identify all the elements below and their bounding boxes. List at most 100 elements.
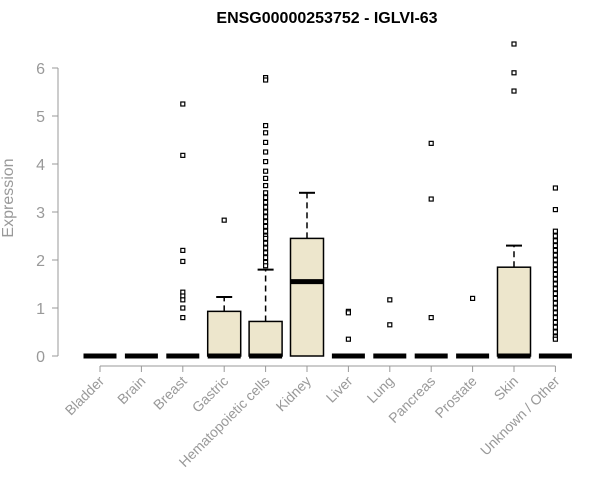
outlier-point xyxy=(552,310,559,316)
box-rect xyxy=(206,310,242,357)
outlier-point xyxy=(552,252,559,258)
y-tick-label: 4 xyxy=(36,157,45,174)
outlier-point xyxy=(552,228,559,234)
outlier-point xyxy=(263,175,269,181)
outlier-point xyxy=(470,295,476,301)
outlier-point xyxy=(552,336,559,342)
box-breast xyxy=(166,101,200,359)
outlier-point xyxy=(552,291,559,297)
outlier-point xyxy=(552,238,559,244)
outlier-point xyxy=(180,101,186,107)
x-tick-label: Prostate xyxy=(432,373,480,421)
outlier-point xyxy=(428,140,434,146)
x-tick-label: Unknown / Other xyxy=(477,373,563,459)
box-unknown-other xyxy=(538,185,572,359)
outlier-point xyxy=(180,305,186,311)
outlier-point xyxy=(263,199,269,205)
outlier-point xyxy=(552,233,559,239)
outlier-point xyxy=(263,204,269,210)
boxes-group xyxy=(83,41,572,359)
box-rect xyxy=(496,266,532,357)
box-pancreas xyxy=(414,140,448,359)
x-tick-label: Skin xyxy=(491,373,522,404)
outlier-point xyxy=(263,250,269,256)
outlier-point xyxy=(263,223,269,229)
y-axis-label: Expression xyxy=(0,158,17,237)
outlier-point xyxy=(552,305,559,311)
y-tick-label: 6 xyxy=(36,61,45,78)
outlier-point xyxy=(552,207,559,213)
outlier-point xyxy=(263,219,269,225)
outlier-point xyxy=(387,322,393,328)
outlier-point xyxy=(345,336,351,342)
outlier-point xyxy=(180,152,186,158)
outlier-point xyxy=(263,168,269,174)
outlier-point xyxy=(221,217,227,223)
outlier-point xyxy=(552,257,559,263)
outlier-point xyxy=(552,243,559,249)
outlier-point xyxy=(345,310,351,316)
chart-title: ENSG00000253752 - IGLVI-63 xyxy=(216,10,437,27)
outlier-point xyxy=(180,315,186,321)
outlier-point xyxy=(263,190,269,196)
outlier-point xyxy=(552,185,559,191)
y-tick-label: 1 xyxy=(36,301,45,318)
outlier-point xyxy=(263,263,269,269)
outlier-point xyxy=(180,297,186,303)
y-tick-label: 5 xyxy=(36,109,45,126)
box-skin xyxy=(496,41,532,359)
outlier-point xyxy=(263,240,269,246)
x-tick-label: Brain xyxy=(114,373,148,407)
outlier-point xyxy=(511,70,517,76)
outlier-point xyxy=(263,139,269,145)
outlier-point xyxy=(552,286,559,292)
outlier-point xyxy=(552,295,559,301)
outlier-point xyxy=(263,214,269,220)
box-gastric xyxy=(206,217,242,359)
x-tick-label: Kidney xyxy=(273,373,315,415)
box-lung xyxy=(373,297,407,359)
y-tick-label: 3 xyxy=(36,205,45,222)
outlier-point xyxy=(552,271,559,277)
x-tick-label: Liver xyxy=(323,373,356,406)
outlier-point xyxy=(552,315,559,321)
outlier-point xyxy=(263,149,269,155)
box-prostate xyxy=(456,295,490,359)
box-rect xyxy=(248,320,283,357)
box-hematopoietic-cells xyxy=(248,74,283,359)
x-tick-label: Bladder xyxy=(62,373,108,419)
outlier-point xyxy=(387,297,393,303)
y-tick-label: 2 xyxy=(36,253,45,270)
outlier-point xyxy=(263,235,269,241)
outlier-point xyxy=(552,300,559,306)
outlier-point xyxy=(552,329,559,335)
box-rect xyxy=(289,237,325,357)
outlier-point xyxy=(263,228,269,234)
outlier-point xyxy=(263,255,269,261)
outlier-point xyxy=(263,183,269,189)
outlier-point xyxy=(552,319,559,325)
outlier-point xyxy=(263,122,269,129)
outlier-point xyxy=(511,41,517,47)
x-tick-label: Breast xyxy=(150,373,190,413)
outlier-point xyxy=(552,324,559,330)
outlier-point xyxy=(552,281,559,287)
box-liver xyxy=(331,308,365,359)
box-kidney xyxy=(289,191,325,357)
outlier-point xyxy=(263,245,269,251)
outlier-point xyxy=(180,247,186,253)
outlier-point xyxy=(552,262,559,268)
outlier-point xyxy=(263,209,269,215)
outlier-point xyxy=(552,276,559,282)
y-axis: 0 1 2 3 4 5 6 xyxy=(36,61,59,366)
outlier-point xyxy=(552,267,559,273)
outlier-point xyxy=(180,258,186,265)
outlier-point xyxy=(263,130,269,136)
outlier-point xyxy=(552,247,559,253)
outlier-point xyxy=(263,77,269,83)
outlier-point xyxy=(428,196,434,202)
outlier-point xyxy=(428,315,434,321)
outlier-point xyxy=(511,88,517,94)
